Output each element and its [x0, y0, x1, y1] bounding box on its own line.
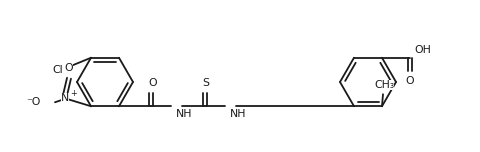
Text: +: +	[70, 89, 77, 98]
Text: OH: OH	[414, 45, 431, 55]
Text: N: N	[61, 93, 69, 103]
Text: NH: NH	[176, 109, 192, 119]
Text: ⁻O: ⁻O	[26, 97, 41, 107]
Text: Cl: Cl	[52, 65, 63, 75]
Text: O: O	[406, 76, 414, 86]
Text: NH: NH	[230, 109, 247, 119]
Text: O: O	[149, 78, 157, 88]
Text: CH₃: CH₃	[374, 80, 394, 90]
Text: S: S	[203, 78, 209, 88]
Text: O: O	[65, 63, 73, 73]
